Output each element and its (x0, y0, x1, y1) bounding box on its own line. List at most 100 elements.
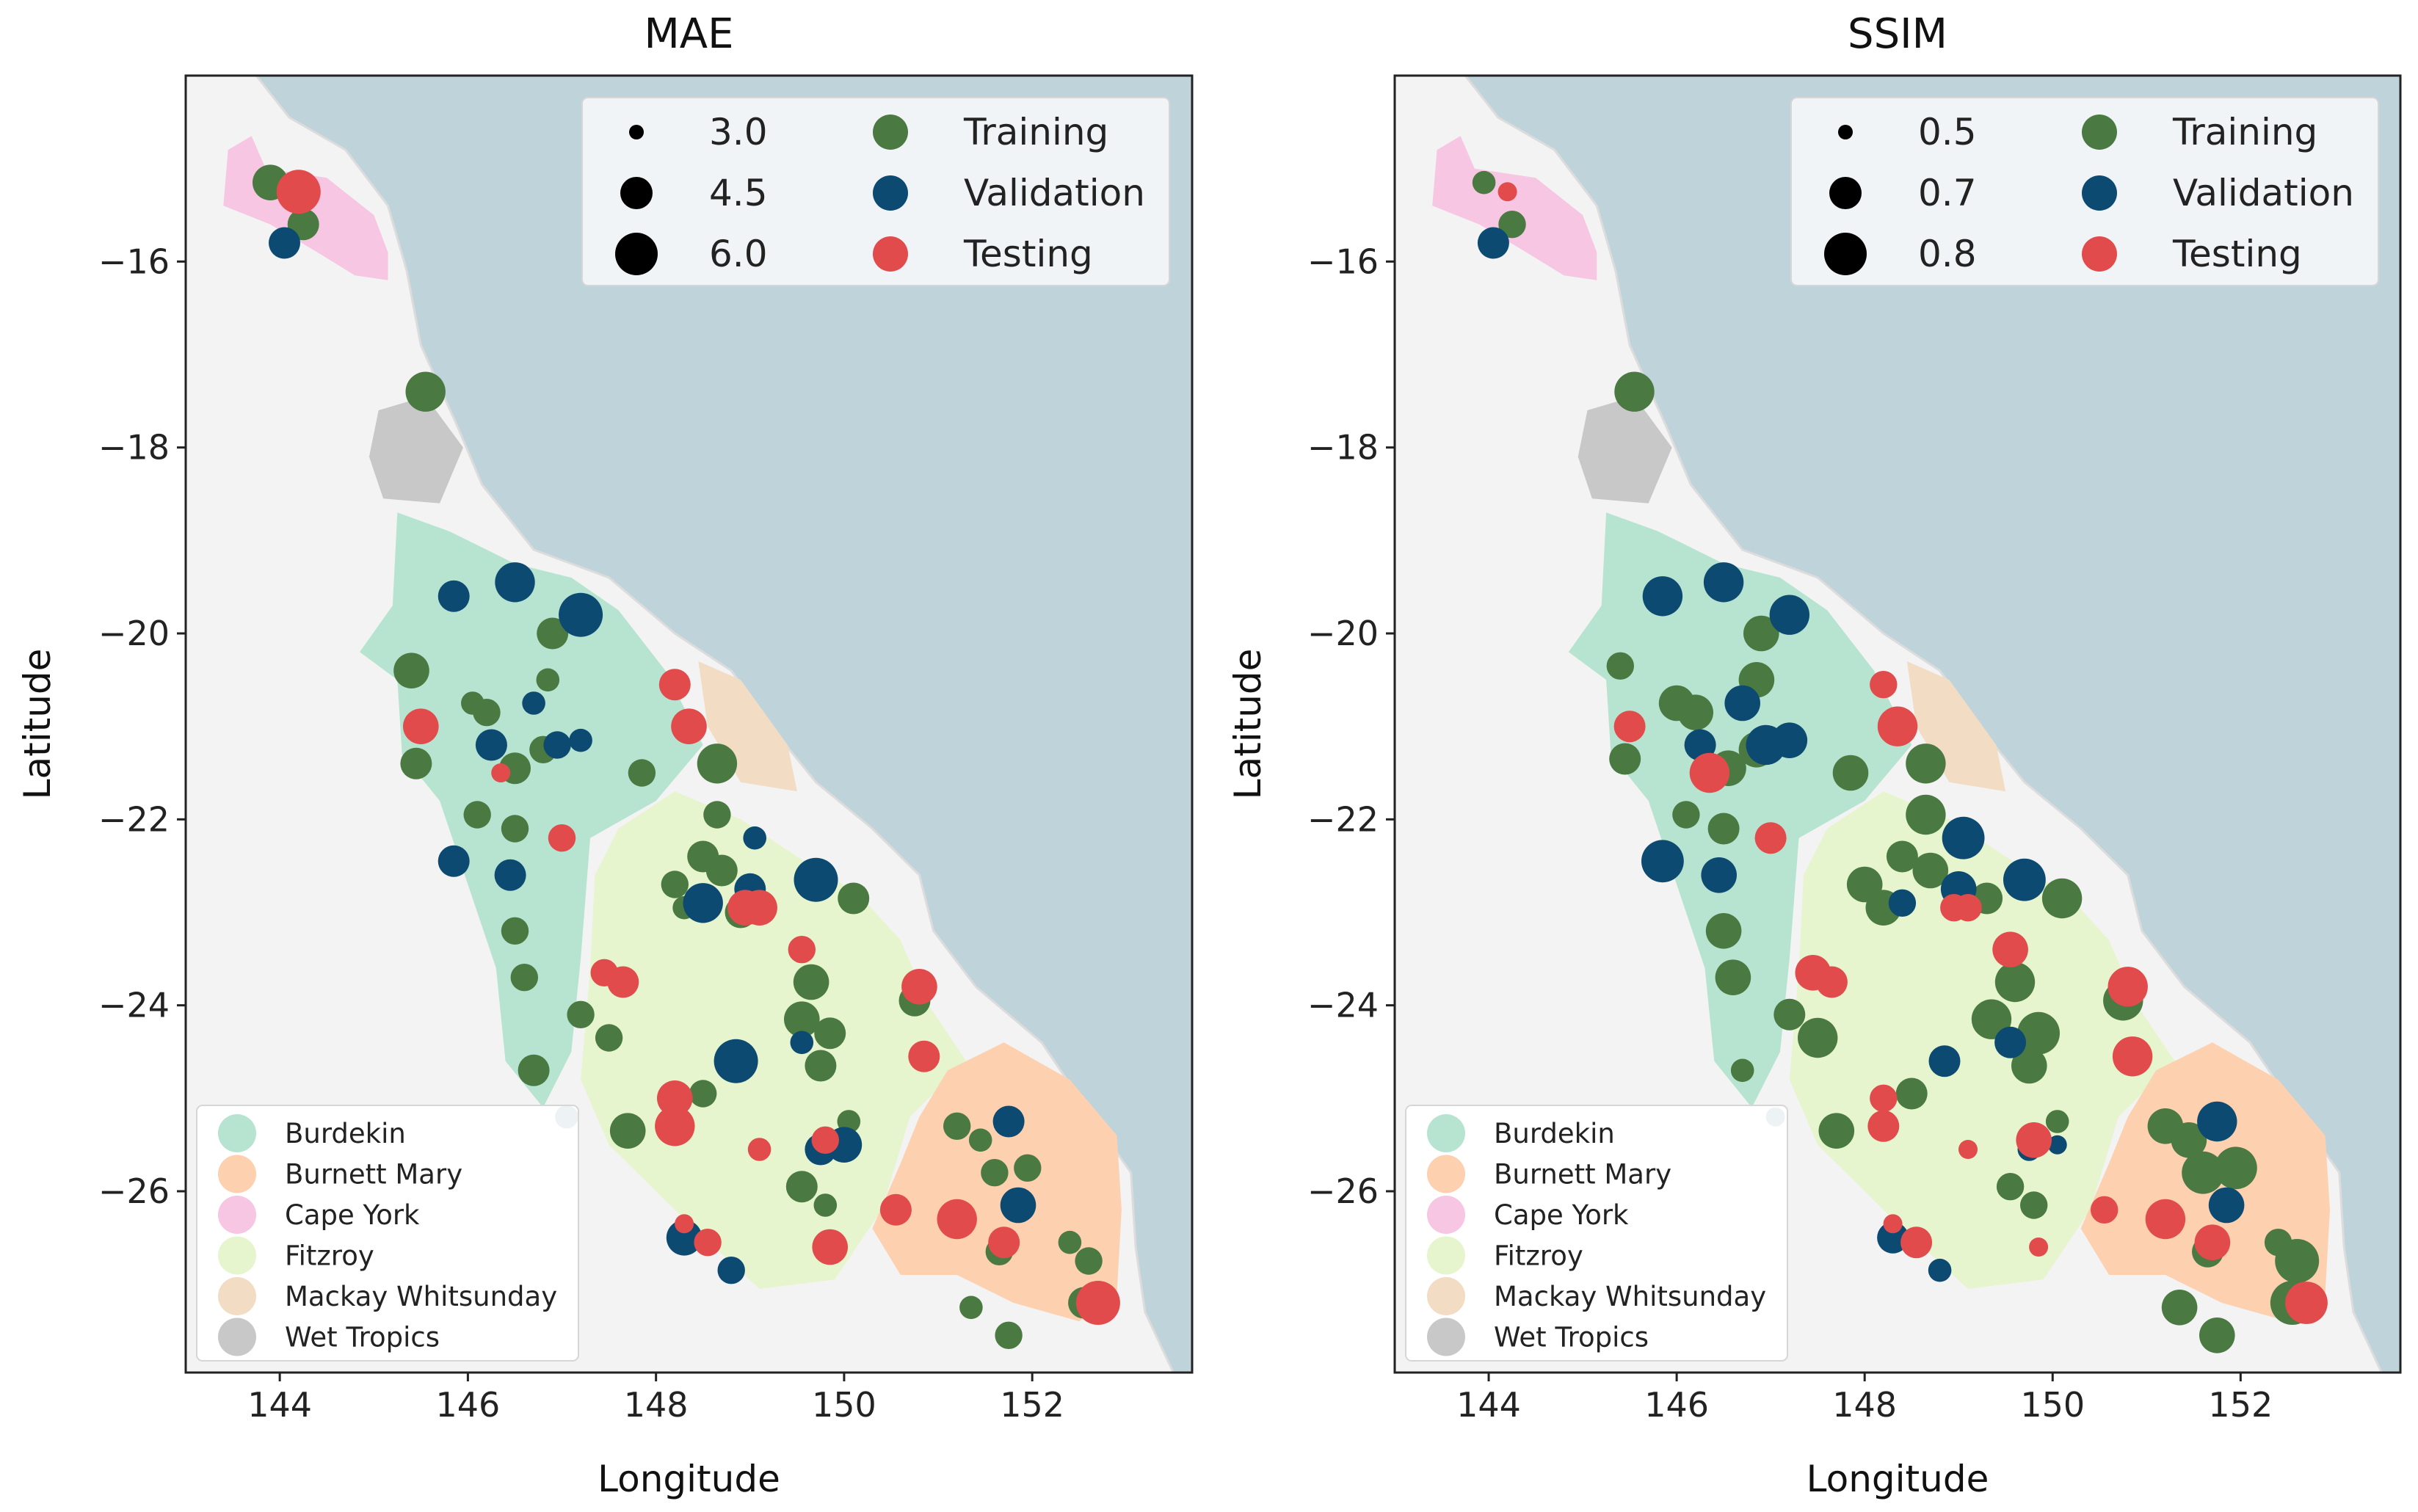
data-point-training (995, 1321, 1023, 1350)
y-tick-label: −18 (1307, 428, 1379, 468)
data-point-training (968, 1128, 992, 1152)
cape-york-region (1432, 136, 1597, 280)
data-point-validation (666, 1220, 702, 1256)
legend-size-marker (615, 233, 658, 275)
data-point-validation (569, 728, 592, 752)
data-point-validation (743, 826, 766, 850)
data-point-training (814, 1017, 846, 1050)
size-split-legend: 3.0 4.5 6.0 Training Validation Testing (581, 97, 1170, 286)
data-point-training (1606, 652, 1634, 680)
x-tick-label: 152 (1000, 1385, 1064, 1425)
data-point-training (537, 617, 569, 650)
x-tick-label: 144 (1456, 1385, 1521, 1425)
map-panel-mae: 144 146 148 150 152 −16 −18 −20 −22 −24 −26 MAE Long… (16, 10, 1194, 1500)
data-point-training (785, 1171, 818, 1203)
legend-marker-testing (873, 236, 908, 272)
data-point-training (2045, 1110, 2069, 1133)
legend-label-validation: Validation (2173, 172, 2354, 214)
chart-title: SSIM (1848, 10, 1947, 58)
data-point-training (697, 744, 738, 784)
data-point-validation (1701, 857, 1737, 893)
data-point-training (501, 917, 529, 945)
series-training (253, 164, 1103, 1350)
data-point-testing (2016, 1122, 2052, 1158)
legend-region-swatch (1427, 1114, 1465, 1152)
data-point-testing (1870, 671, 1898, 699)
data-point-validation (1928, 1258, 1952, 1282)
legend-marker-validation (2082, 175, 2117, 211)
y-tick-label: −16 (98, 241, 170, 281)
x-tick-label: 144 (247, 1385, 312, 1425)
data-point-training (1994, 962, 2036, 1003)
data-point-training (981, 1159, 1009, 1187)
legend-region-swatch (218, 1317, 256, 1356)
data-point-training (2199, 1317, 2235, 1353)
data-point-testing (747, 1138, 771, 1161)
data-point-testing (1075, 1281, 1120, 1325)
data-point-training (805, 1050, 837, 1082)
data-point-training (1996, 1173, 2025, 1201)
data-point-training (2275, 1239, 2320, 1283)
data-point-validation (717, 1257, 745, 1284)
data-point-training (1906, 794, 1946, 835)
legend-label-validation: Validation (964, 172, 1145, 214)
data-point-training (501, 815, 529, 843)
data-point-training (2017, 1011, 2061, 1055)
data-point-testing (908, 1040, 940, 1072)
data-point-validation (1942, 816, 1985, 859)
data-point-validation (1769, 595, 1809, 635)
x-tick-label: 146 (435, 1385, 500, 1425)
data-point-training (1677, 694, 1713, 730)
data-point-testing (1992, 931, 2028, 967)
data-point-training (628, 759, 656, 787)
data-point-training (1472, 170, 1496, 195)
data-point-training (959, 1295, 983, 1320)
data-point-testing (1497, 182, 1517, 202)
data-point-testing (937, 1199, 977, 1240)
y-tick-label: −22 (1307, 799, 1379, 839)
region-legend: Burdekin Burnett Mary Cape York Fitzroy Mack… (196, 1105, 579, 1362)
data-point-training (2011, 1047, 2047, 1084)
data-point-training (1614, 371, 1655, 412)
data-point-testing (2194, 1224, 2231, 1260)
data-point-training (518, 1054, 550, 1086)
data-point-training (1058, 1230, 1082, 1254)
data-point-testing (1613, 710, 1646, 743)
data-point-training (2161, 1290, 2198, 1326)
y-axis-label: Latitude (16, 649, 59, 800)
x-tick-label: 148 (624, 1385, 689, 1425)
data-point-training (2041, 878, 2083, 919)
data-point-testing (1900, 1226, 1933, 1259)
data-point-validation (2047, 1135, 2067, 1155)
data-point-training (784, 1001, 820, 1037)
legend-label-training: Training (2172, 111, 2317, 153)
data-point-validation (794, 857, 838, 902)
x-axis-label: Longitude (1807, 1458, 1989, 1500)
mackay-whitsunday-region (1906, 661, 2006, 792)
data-point-validation (2197, 1101, 2237, 1142)
legend-region-label: Cape York (285, 1199, 420, 1231)
data-point-testing (1954, 894, 1982, 922)
data-point-testing (2029, 1237, 2049, 1257)
data-point-training (595, 1024, 623, 1052)
x-tick-label: 148 (1832, 1385, 1897, 1425)
legend-region-label: Mackay Whitsunday (285, 1281, 557, 1312)
legend-region-label: Wet Tropics (1494, 1322, 1649, 1353)
data-point-training (1886, 840, 1918, 873)
data-point-validation (1641, 840, 1684, 883)
data-point-training (1906, 744, 1946, 784)
legend-size-label: 0.5 (1918, 111, 1977, 153)
data-point-testing (671, 708, 707, 744)
legend-region-swatch (1427, 1317, 1465, 1356)
data-point-validation (1888, 889, 1917, 917)
legend-region-swatch (218, 1196, 256, 1234)
legend-region-label: Wet Tropics (285, 1322, 440, 1353)
data-point-testing (1754, 822, 1787, 854)
data-point-testing (655, 1106, 695, 1146)
data-point-testing (2285, 1282, 2328, 1324)
data-point-testing (988, 1226, 1020, 1259)
burdekin-region (1568, 512, 1912, 1108)
legend-size-marker (1838, 125, 1853, 139)
data-point-testing (2107, 967, 2148, 1007)
